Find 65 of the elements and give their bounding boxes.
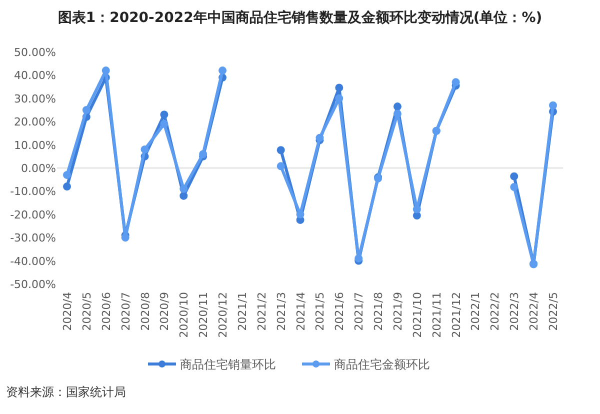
x-tick-label: 2021/2: [255, 292, 268, 331]
x-tick-label: 2022/5: [547, 292, 560, 331]
x-tick-label: 2020/8: [138, 292, 152, 331]
point: [316, 134, 324, 142]
point: [276, 162, 285, 170]
x-tick-label: 2021/10: [410, 292, 424, 338]
y-tick-label: -20.00%: [10, 208, 56, 222]
chart-title: 图表1：2020-2022年中国商品住宅销售数量及金额环比变动情况(单位：%): [58, 9, 542, 26]
point: [452, 78, 460, 86]
x-tick-label: 2020/4: [61, 292, 74, 331]
y-tick-label: 0.00%: [21, 162, 56, 175]
x-tick-label: 2020/10: [178, 292, 191, 338]
point: [102, 66, 110, 75]
point: [218, 66, 227, 75]
x-tick-label: 2021/7: [352, 292, 366, 331]
x-tick-label: 2020/6: [100, 292, 113, 331]
y-tick-label: -30.00%: [10, 232, 56, 245]
x-tick-label: 2021/11: [430, 292, 444, 338]
x-tick-label: 2021/4: [294, 292, 308, 331]
y-tick-label: 40.00%: [14, 69, 56, 82]
y-tick-label: 50.00%: [14, 46, 56, 59]
point: [63, 170, 71, 179]
x-tick-label: 2022/1: [469, 292, 482, 331]
point: [335, 84, 344, 92]
x-tick-label: 2021/12: [450, 292, 463, 338]
x-tick-label: 2020/9: [158, 292, 172, 331]
x-tick-label: 2020/5: [80, 292, 94, 331]
x-tick-label: 2021/1: [236, 292, 249, 331]
y-tick-label: 10.00%: [14, 138, 56, 152]
point: [296, 210, 304, 218]
x-tick-label: 2020/12: [216, 292, 230, 338]
x-tick-label: 2021/5: [314, 292, 327, 331]
point: [160, 120, 168, 128]
x-tick-label: 2021/9: [391, 292, 404, 331]
x-tick-label: 2022/2: [488, 292, 502, 331]
y-tick-label: -10.00%: [10, 185, 56, 198]
point: [412, 205, 421, 214]
legend-label: 商品住宅金额环比: [334, 358, 430, 372]
text: 资料来源：国家统计局: [6, 385, 126, 399]
point: [180, 192, 188, 200]
y-tick-label: 20.00%: [14, 116, 56, 129]
point: [63, 182, 71, 191]
legend-label: 商品住宅销量环比: [180, 358, 276, 372]
point: [510, 183, 518, 192]
x-tick-label: 2022/4: [528, 292, 541, 331]
point: [335, 94, 344, 102]
x-tick-label: 2020/11: [197, 292, 210, 338]
point: [121, 234, 130, 242]
x-tick-label: 2020/7: [119, 292, 132, 331]
point: [549, 101, 557, 110]
point: [160, 110, 168, 119]
x-tick-label: 2021/3: [274, 292, 288, 331]
x-tick-label: 2022/3: [508, 292, 522, 331]
point: [393, 110, 402, 118]
point: [393, 102, 402, 111]
x-tick-label: 2021/6: [333, 292, 346, 331]
y-tick-label: 30.00%: [14, 92, 56, 106]
point: [354, 254, 363, 262]
x-tick-label: 2021/8: [372, 292, 386, 331]
point: [82, 106, 90, 114]
point: [510, 172, 518, 180]
point: [276, 146, 285, 154]
y-tick-label: -40.00%: [10, 254, 56, 268]
point: [140, 145, 149, 154]
y-tick-label: -50.00%: [10, 278, 56, 291]
